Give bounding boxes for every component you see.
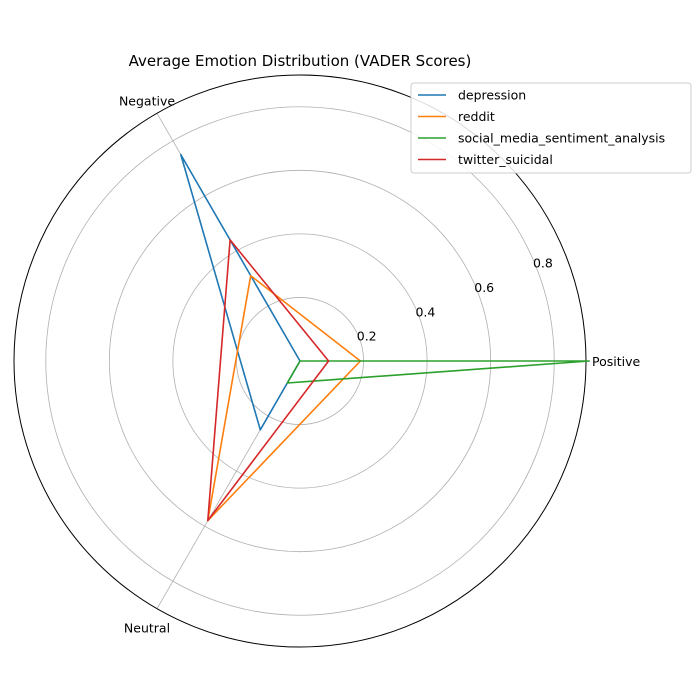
series-line-reddit (207, 274, 362, 522)
legend-label-social_media_sentiment_analysis: social_media_sentiment_analysis (458, 131, 665, 146)
series-line-twitter_suicidal (207, 239, 330, 522)
r-tick-label: 0.2 (357, 329, 377, 344)
axis-label-neutral: Neutral (124, 621, 170, 636)
chart-title: Average Emotion Distribution (VADER Scor… (129, 52, 472, 70)
axis-label-negative: Negative (119, 93, 175, 108)
legend-label-depression: depression (458, 88, 526, 103)
r-tick-label: 0.8 (533, 256, 553, 271)
legend-box (410, 82, 692, 174)
r-tick-label: 0.6 (474, 280, 494, 295)
radar-series (180, 153, 591, 522)
series-line-depression (180, 153, 301, 431)
series-line-social_media_sentiment_analysis (286, 360, 591, 384)
legend-label-reddit: reddit (458, 109, 495, 124)
radar-labels: 0.2 0.4 0.6 0.8 Positive Negative Neutral (119, 93, 641, 635)
legend: depression reddit social_media_sentiment_a… (410, 82, 692, 174)
r-tick-label: 0.4 (415, 304, 435, 319)
axis-label-positive: Positive (592, 354, 640, 369)
legend-label-twitter_suicidal: twitter_suicidal (458, 152, 553, 167)
